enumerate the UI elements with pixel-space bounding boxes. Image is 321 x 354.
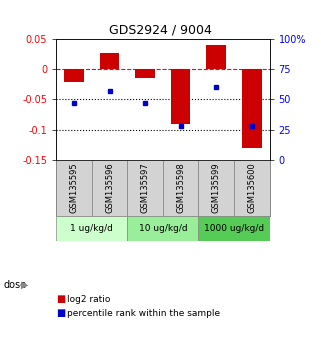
Text: 10 ug/kg/d: 10 ug/kg/d	[139, 224, 187, 233]
Bar	[242, 69, 262, 148]
Text: GSM135599: GSM135599	[212, 163, 221, 213]
Bar	[135, 69, 155, 78]
Bar	[56, 216, 127, 241]
Bar	[163, 160, 198, 216]
Text: GSM135596: GSM135596	[105, 163, 114, 213]
Bar	[127, 160, 163, 216]
Bar	[171, 69, 190, 124]
Bar	[198, 160, 234, 216]
Text: GSM135598: GSM135598	[176, 163, 185, 213]
Text: ▶: ▶	[21, 280, 28, 290]
Text: GDS2924 / 9004: GDS2924 / 9004	[109, 23, 212, 36]
Text: GSM135597: GSM135597	[141, 163, 150, 213]
Bar	[206, 45, 226, 69]
Text: 1 ug/kg/d: 1 ug/kg/d	[70, 224, 113, 233]
Bar	[198, 216, 270, 241]
Bar	[234, 160, 270, 216]
Bar	[127, 216, 198, 241]
Bar	[56, 160, 92, 216]
Text: percentile rank within the sample: percentile rank within the sample	[67, 309, 221, 318]
Bar	[64, 69, 84, 82]
Text: GSM135595: GSM135595	[69, 163, 78, 213]
Text: ■: ■	[56, 308, 65, 318]
Text: ■: ■	[56, 294, 65, 304]
Text: log2 ratio: log2 ratio	[67, 295, 111, 304]
Bar	[92, 160, 127, 216]
Text: 1000 ug/kg/d: 1000 ug/kg/d	[204, 224, 264, 233]
Text: dose: dose	[3, 280, 26, 290]
Bar	[100, 53, 119, 69]
Text: GSM135600: GSM135600	[247, 163, 256, 213]
